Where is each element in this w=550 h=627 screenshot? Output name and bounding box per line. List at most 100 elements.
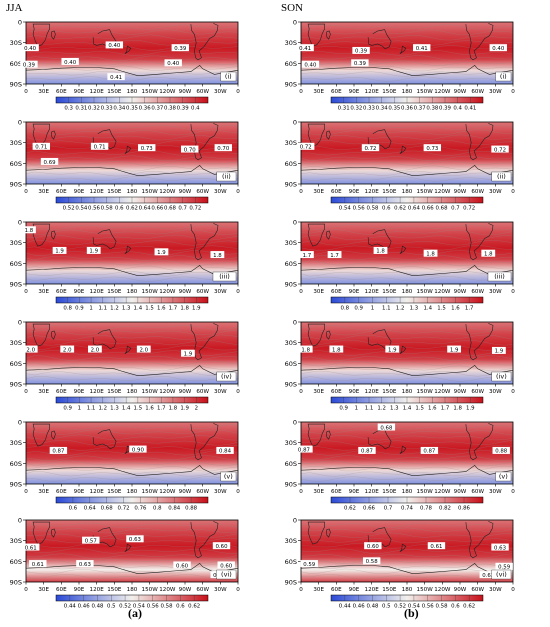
contour-line [300,260,514,267]
contour-line [300,339,514,346]
lon-tick-label: 120W [434,189,451,195]
value-label-box [210,251,225,259]
lat-tick-label: 60S [285,60,297,68]
value-label-box [90,142,109,150]
contour-line [300,240,514,246]
value-label-box [181,145,199,153]
colorbar-tick-label: 1.8 [180,306,189,312]
contour-line [25,548,239,554]
contour-line [26,176,239,182]
value-label-box [171,44,189,52]
lon-tick-label: 0 [24,587,28,593]
colorbar-tick-label: 0.64 [139,206,152,212]
value-label-box [377,423,396,431]
lon-tick-label: 60E [331,89,342,95]
contour-line [300,429,514,436]
lon-tick-label: 0 [299,489,303,495]
colorbar: 0.54 0.56 0.58 0.6 0.62 0.64 0.66 0.68 0.7 0.72 [330,196,484,212]
colorbar-frame [330,396,484,404]
lon-tick-label: 90W [454,289,467,295]
contour-line [25,370,239,376]
lon-tick-label: 30W [489,189,502,195]
lon-tick-label: 60E [331,587,342,593]
colorbar-tick-label: 0.37 [151,106,163,112]
colorbar-tick-label: 0.72 [189,206,201,212]
contour-line [300,176,514,182]
value-label-box [23,345,38,353]
lat-tick-label: 0 [18,319,22,327]
coastline [325,528,331,538]
colorbar-tick-label: 0.9 [63,406,72,412]
coastline [50,130,56,140]
coastline [32,521,50,545]
lon-tick-label: 60E [331,289,342,295]
lon-tick-label: 60E [331,189,342,195]
coastline [25,164,239,177]
field-fill [26,322,238,384]
lon-tick-label: 120E [90,587,105,593]
lon-tick-label: 150E [107,89,122,95]
lon-tick-label: 150E [382,587,397,593]
panel-index-box [491,171,512,182]
panel-index: (iii) [219,273,230,281]
lon-tick-label: 90W [179,189,192,195]
value-label-box [181,349,195,357]
contour-line [300,40,514,46]
panel-index-box [212,271,237,282]
contour-line [300,455,514,461]
colorbar-tick-label: 1.1 [365,406,374,412]
colorbar-fill [331,595,483,601]
contour-line [300,548,514,554]
lat-tick-label: 30S [10,239,22,247]
value-label: 0.58 [366,559,379,565]
value-label: 0.73 [141,146,153,152]
contour-line [300,435,514,441]
coastline [124,145,132,154]
lat-tick-label: 90S [10,579,22,587]
lat-tick-label: 0 [293,219,297,227]
value-label: 0.59 [498,565,511,571]
value-label: 0.57 [85,538,97,544]
colorbar-fill [331,197,483,203]
value-label: 0.41 [299,46,311,52]
lon-tick-label: 0 [236,587,240,593]
colorbar-tick-label: 0.58 [161,604,174,610]
contour-line [25,543,239,548]
lon-tick-label: 30W [214,489,227,495]
contour-line [300,71,514,77]
lon-tick-label: 90W [454,389,467,395]
contour-line [300,271,514,277]
panel-index-box [491,569,512,580]
colorbar-tick-label: 1.4 [122,406,131,412]
value-label: 2.0 [139,347,148,353]
value-label-box [447,345,462,353]
value-label: 0.39 [355,49,368,55]
value-label: 2.0 [91,347,100,353]
colorbar-tick-label: 0.4 [191,106,200,112]
contour-line [300,350,514,356]
colorbar-tick-label: 0.6 [382,206,391,212]
value-label: 0.41 [110,75,122,81]
value-label-box [361,144,380,152]
coastline [25,464,239,477]
contour-line [25,135,239,141]
lon-tick-label: 60W [471,587,484,593]
value-label-box [212,542,231,550]
colorbar-fill [56,497,208,503]
colorbar-tick-label: 1 [371,306,374,312]
coastline [325,230,331,240]
lon-tick-label: 150W [417,289,434,295]
lon-tick-label: 90E [349,89,360,95]
lon-tick-label: 60E [56,189,67,195]
contour-line [300,60,514,66]
colorbar-tick-label: 0.5 [107,604,116,610]
panel-index: (v) [224,473,233,481]
lat-tick-label: 30S [285,537,297,545]
contour-line [25,434,239,441]
value-label: 0.63 [129,537,141,543]
contour-line [300,355,514,361]
lat-tick-label: 60S [10,160,22,168]
value-label-box [60,345,75,353]
coastline [300,464,514,477]
contour-line [300,345,514,351]
